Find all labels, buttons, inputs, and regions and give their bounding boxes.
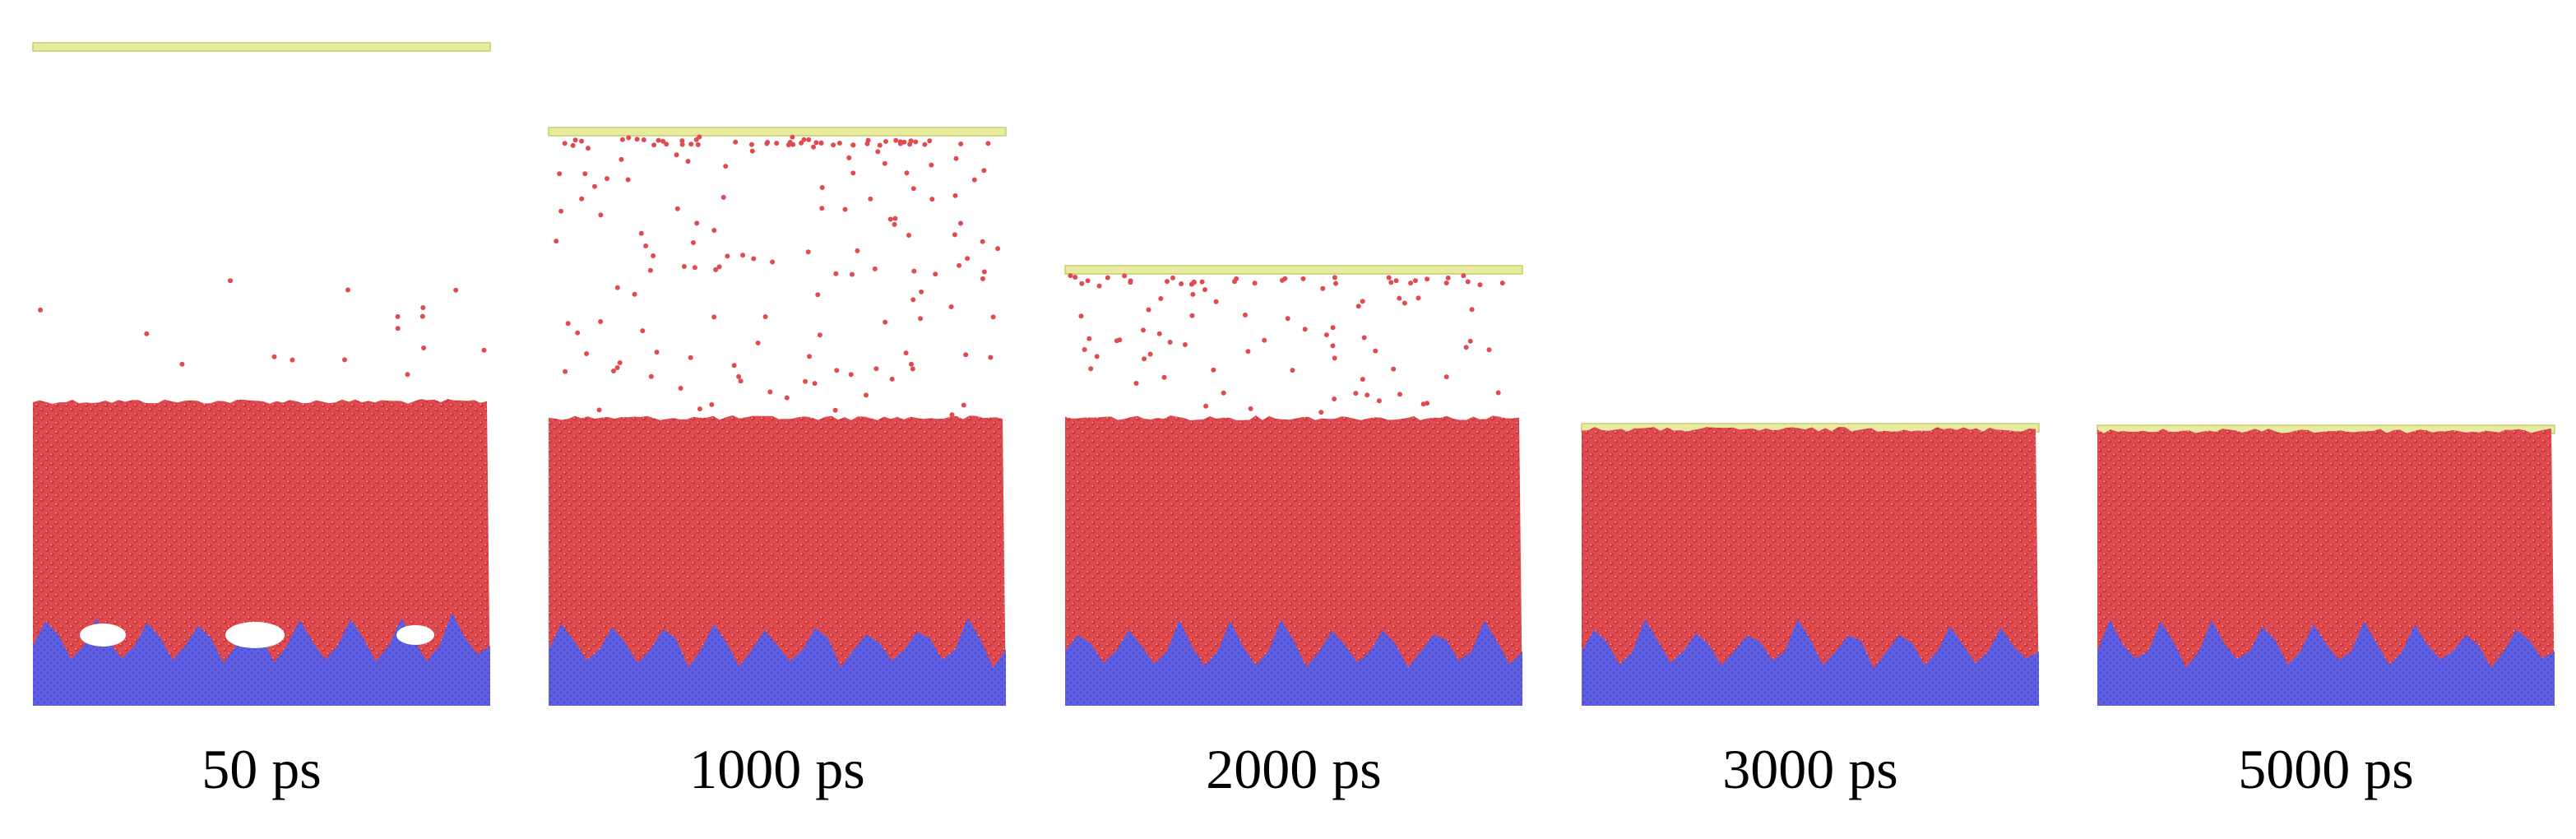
panel-label-2000ps: 2000 ps [1206, 738, 1382, 800]
snapshot-panel-2 [1064, 265, 1523, 706]
piston-plate [32, 42, 491, 52]
panel-label-3000ps: 3000 ps [1722, 738, 1898, 800]
interface-void-1 [225, 622, 285, 648]
substrate-region [1582, 619, 2039, 706]
substrate-region [33, 613, 490, 706]
snapshot-panel-1 [548, 127, 1007, 706]
panel-label-50ps: 50 ps [202, 738, 322, 800]
substrate-region [1065, 619, 1522, 706]
substrate-region [2097, 619, 2555, 706]
snapshot-panel-3 [1581, 423, 2040, 706]
interface-void-0 [80, 623, 126, 647]
gas-particles [1068, 273, 1505, 415]
snapshot-panel-0 [32, 42, 491, 706]
panel-label-1000ps: 1000 ps [689, 738, 865, 800]
snapshots-svg [32, 42, 2555, 706]
gas-particles [554, 134, 1001, 418]
piston-plate [1064, 265, 1523, 275]
interface-void-2 [396, 625, 434, 645]
substrate-region [549, 618, 1006, 706]
snapshot-panel-4 [2096, 424, 2555, 706]
piston-plate [548, 127, 1007, 137]
panel-label-5000ps: 5000 ps [2238, 738, 2414, 800]
gas-particles [38, 278, 487, 378]
